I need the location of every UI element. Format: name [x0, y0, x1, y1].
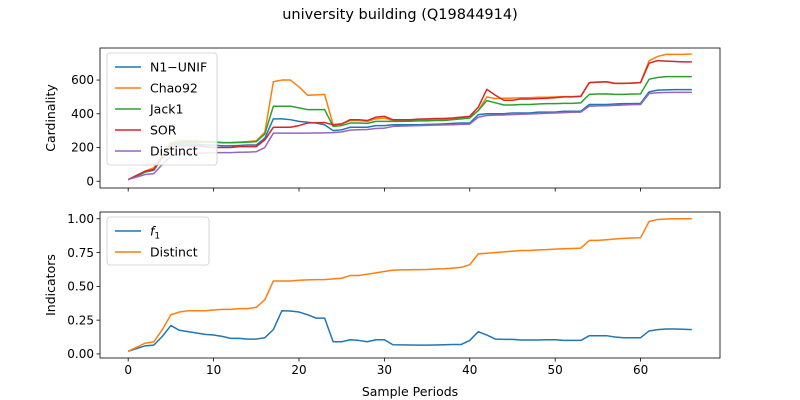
x-tick-label: 60 — [633, 363, 648, 377]
series-line-distinct — [127, 91, 692, 181]
legend-entry: Distinct — [150, 245, 198, 260]
series-line-sor — [127, 59, 692, 181]
legend-entry: SOR — [150, 123, 177, 138]
y-tick-label: 0.00 — [67, 347, 94, 361]
x-tick-label: 20 — [291, 363, 306, 377]
y-tick-label: 0 — [86, 174, 94, 188]
y-tick-label: 1.00 — [67, 212, 94, 226]
y-axis-label: Cardinality — [43, 84, 58, 152]
legend-entry: f1 — [150, 224, 160, 242]
series-line-distinct — [127, 218, 692, 352]
y-tick-label: 0.25 — [67, 313, 94, 327]
legend-entry: N1−UNIF — [150, 60, 207, 75]
y-axis-label: Indicators — [43, 254, 58, 316]
cardinality-panel: 0 200 400 600 Cardinality N1−UNIF Chao92 Jack1 S… — [43, 47, 721, 192]
indicators-panel: 0 10 20 30 40 50 60 0.00 0.25 0.50 0.75 1.00 Indicat… — [43, 211, 721, 399]
axes-frame — [99, 47, 721, 189]
y-tick-label: 400 — [71, 107, 94, 121]
legend-entry: Chao92 — [150, 81, 198, 96]
x-tick-label: 50 — [548, 363, 563, 377]
series-line-jack1 — [127, 75, 692, 181]
legend: f1 Distinct — [106, 216, 210, 266]
legend-entry: Jack1 — [149, 102, 183, 117]
legend: N1−UNIF Chao92 Jack1 SOR Distinct — [106, 52, 218, 166]
y-tick-label: 0.75 — [67, 246, 94, 260]
y-tick-label: 200 — [71, 141, 94, 155]
x-axis-label: Sample Periods — [362, 384, 458, 399]
figure-title: university building (Q19844914) — [282, 7, 518, 23]
legend-entry: Distinct — [150, 144, 198, 159]
legend-box — [106, 216, 210, 266]
series-lines — [127, 53, 692, 181]
x-tick-label: 40 — [462, 363, 477, 377]
x-tick-label: 30 — [377, 363, 392, 377]
x-tick-label: 0 — [124, 363, 132, 377]
legend-box — [106, 52, 218, 166]
series-line-n1-unif — [127, 88, 692, 181]
series-line-f1 — [127, 309, 692, 352]
y-tick-label: 600 — [71, 73, 94, 87]
y-tick-label: 0.50 — [67, 280, 94, 294]
axes-frame — [99, 211, 721, 359]
x-tick-label: 10 — [206, 363, 221, 377]
series-lines — [127, 218, 692, 352]
